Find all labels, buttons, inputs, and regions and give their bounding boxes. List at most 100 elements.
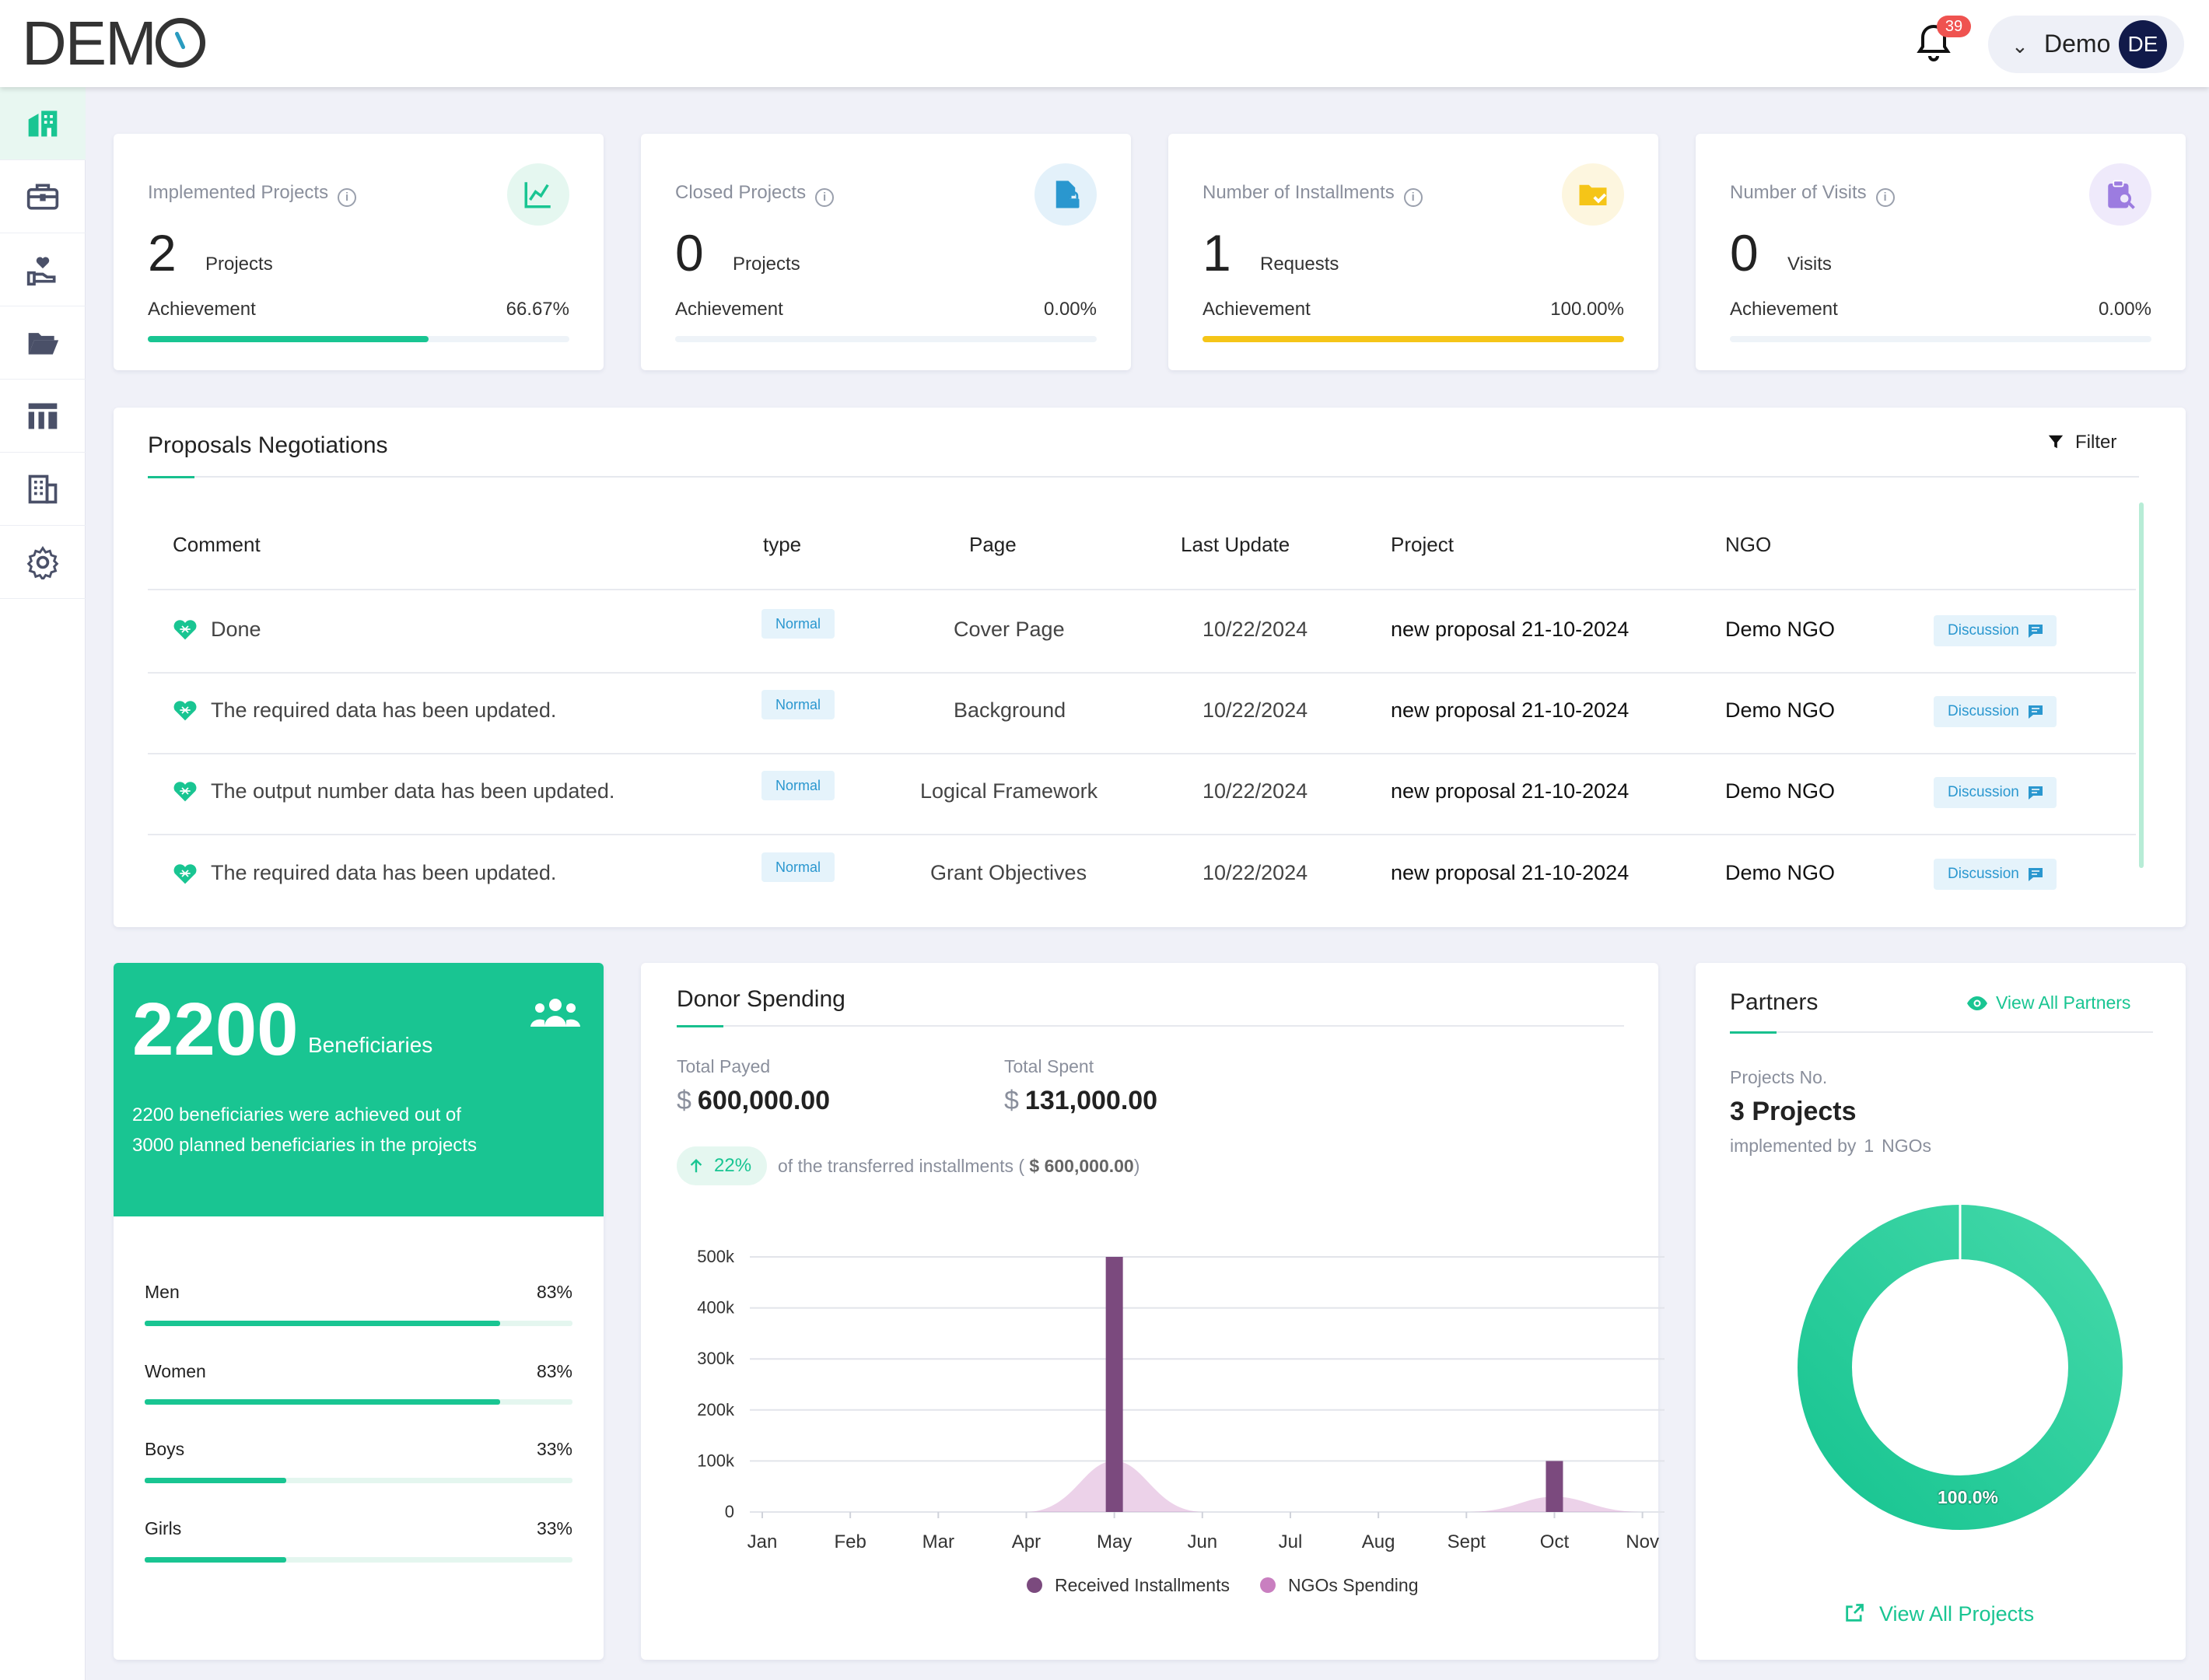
sidebar-item-organizations[interactable] <box>0 453 86 526</box>
sidebar-item-projects[interactable] <box>0 160 86 233</box>
heart-comment-icon <box>173 782 197 802</box>
sidebar-item-documents[interactable] <box>0 306 86 380</box>
total-payed-value: $600,000.00 <box>677 1086 830 1116</box>
donor-spending-chart: 500k 400k 300k 200k 100k 0 Jan Feb Mar Apr May Jun J… <box>697 1247 1665 1595</box>
projects-no-value: 3 Projects <box>1730 1097 1857 1126</box>
last-update-cell: 10/22/2024 <box>1203 618 1308 641</box>
column-header-comment[interactable]: Comment <box>173 533 261 556</box>
group-label-boys: Boys <box>145 1439 185 1459</box>
stat-title-text: Closed Projects <box>675 182 807 203</box>
user-name: Demo <box>2044 30 2111 58</box>
achievement-value: 0.00% <box>2098 299 2151 320</box>
view-all-projects-link[interactable]: View All Projects <box>1843 1602 2034 1626</box>
stat-card-implemented-projects: Implemented Projects i 2 Projects Achieve… <box>114 134 604 370</box>
achievement-progress-bar <box>1730 336 2151 342</box>
chevron-down-icon: ⌄ <box>2011 34 2029 58</box>
table-scrollbar[interactable] <box>2139 502 2144 868</box>
people-group-icon <box>530 999 580 1027</box>
info-icon[interactable]: i <box>1875 188 1895 207</box>
clipboard-search-icon <box>2108 180 2135 209</box>
legend-swatch <box>1027 1577 1042 1593</box>
achievement-label: Achievement <box>1203 299 1311 320</box>
achievement-progress-fill <box>148 336 429 342</box>
x-tick-label: Mar <box>922 1531 954 1552</box>
total-payed-label: Total Payed <box>677 1056 771 1076</box>
filter-button[interactable]: Filter <box>2047 432 2116 453</box>
table-row-divider <box>148 672 2136 674</box>
last-update-cell: 10/22/2024 <box>1203 779 1308 803</box>
group-bar-boys <box>145 1478 572 1483</box>
proposals-title-underline <box>148 476 2139 478</box>
info-icon[interactable]: i <box>815 188 835 207</box>
x-tick-label: Apr <box>1012 1531 1041 1552</box>
title-accent-bar <box>1730 1031 1777 1034</box>
user-menu-button[interactable]: ⌄ Demo DE <box>1988 16 2184 73</box>
column-header-type[interactable]: type <box>763 533 802 556</box>
implemented-by-label: implemented by <box>1730 1136 1857 1156</box>
beneficiaries-count: 2200 <box>132 988 299 1071</box>
stat-unit: Projects <box>205 254 273 275</box>
beneficiaries-percent: 73% <box>411 168 453 191</box>
achievement-progress-bar <box>675 336 1097 342</box>
group-bar-fill <box>145 1557 286 1563</box>
project-cell: new proposal 21-10-2024 <box>1391 698 1630 722</box>
column-header-project[interactable]: Project <box>1391 533 1454 556</box>
discussion-label: Discussion <box>1948 703 2019 719</box>
sidebar-item-grants[interactable] <box>0 233 86 306</box>
project-cell: new proposal 21-10-2024 <box>1391 779 1630 803</box>
sidebar-item-settings[interactable] <box>0 526 86 599</box>
stat-value: 0 <box>1730 224 1759 282</box>
discussion-button[interactable]: Discussion <box>1934 777 2057 808</box>
column-header-ngo[interactable]: NGO <box>1725 533 1772 556</box>
ngo-cell: Demo NGO <box>1725 698 1836 722</box>
proposals-negotiations-card <box>114 408 2186 927</box>
demo-logo[interactable]: DEM <box>22 11 205 76</box>
ngo-label: NGOs <box>1882 1136 1932 1156</box>
stat-unit: Requests <box>1260 254 1339 275</box>
type-badge: Normal <box>761 609 835 639</box>
achievement-value: 66.67% <box>506 299 569 320</box>
comment-cell: The output number data has been updated. <box>211 779 615 803</box>
info-icon[interactable]: i <box>1403 188 1423 207</box>
implemented-by-text: implemented by 1 NGOs <box>1730 1136 1931 1157</box>
building-icon <box>28 474 58 503</box>
beneficiaries-description: 2200 beneficiaries were achieved out of … <box>132 1104 477 1156</box>
achievement-value: 100.00% <box>1550 299 1624 320</box>
discussion-button[interactable]: Discussion <box>1934 859 2057 890</box>
ngo-cell: Demo NGO <box>1725 618 1836 641</box>
sidebar <box>0 87 86 1680</box>
discussion-button[interactable]: Discussion <box>1934 615 2057 646</box>
arrow-up-icon <box>690 1158 702 1173</box>
info-icon[interactable]: i <box>338 188 357 207</box>
sidebar-item-reports[interactable] <box>0 380 86 453</box>
total-spent-label: Total Spent <box>1004 1056 1094 1076</box>
partners-title: Partners <box>1730 989 1819 1015</box>
stat-card-visits: Number of Visits i 0 Visits Achievement 0… <box>1696 134 2186 370</box>
briefcase-icon <box>26 184 59 209</box>
view-all-partners-link[interactable]: View All Partners <box>1966 992 2130 1013</box>
page-cell: Cover Page <box>954 618 1065 641</box>
column-header-page[interactable]: Page <box>969 533 1017 556</box>
beneficiaries-progress-ring <box>394 142 469 217</box>
avatar: DE <box>2119 20 2167 68</box>
discussion-label: Discussion <box>1948 622 2019 639</box>
page-cell: Background <box>954 698 1066 722</box>
donut-slice-projects[interactable] <box>1798 1205 2123 1530</box>
x-tick-label: Sept <box>1448 1531 1486 1552</box>
legend-label: Received Installments <box>1055 1575 1230 1595</box>
partners-title-underline <box>1730 1031 2153 1034</box>
page-cell: Logical Framework <box>920 779 1098 803</box>
x-tick-label: Nov <box>1626 1531 1659 1552</box>
table-row-divider <box>148 753 2136 754</box>
discussion-button[interactable]: Discussion <box>1934 696 2057 727</box>
total-spent-amount: 131,000.00 <box>1024 1086 1158 1115</box>
x-tick-label: Aug <box>1362 1531 1395 1552</box>
x-tick-label: Feb <box>834 1531 866 1552</box>
column-header-last-update[interactable]: Last Update <box>1181 533 1290 556</box>
sidebar-item-dashboard[interactable] <box>0 87 86 160</box>
stat-icon-wrap <box>1034 163 1097 226</box>
group-value-women: 83% <box>536 1361 572 1381</box>
stat-card-closed-projects: Closed Projects i 0 Projects Achievement … <box>641 134 1131 370</box>
logo-o-mark <box>155 18 205 68</box>
y-tick-label: 400k <box>697 1298 735 1318</box>
